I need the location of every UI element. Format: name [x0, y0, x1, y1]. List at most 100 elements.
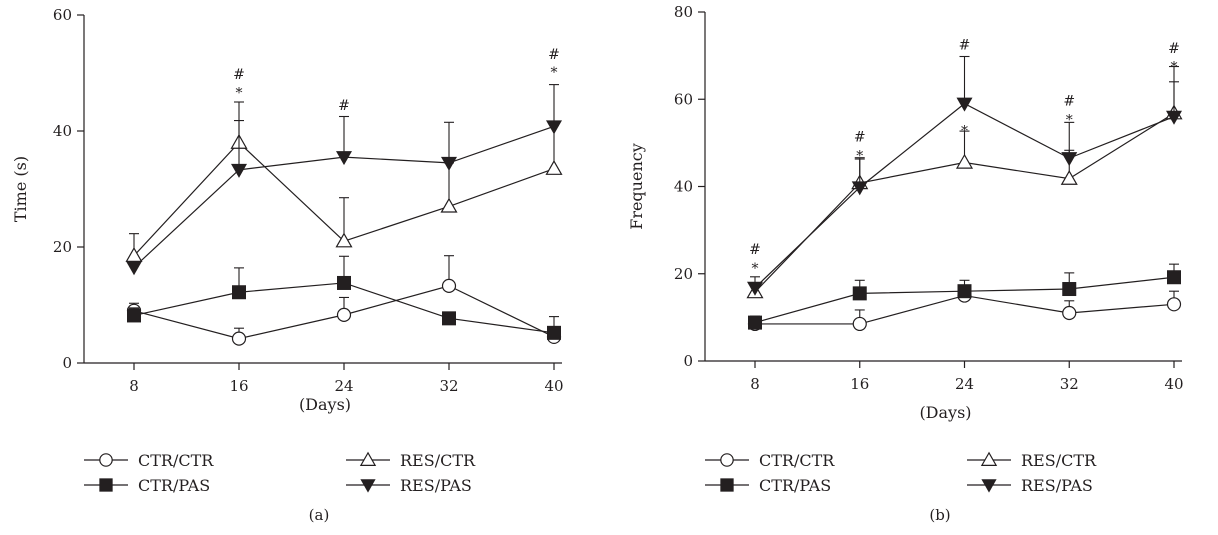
y-tick-label: 40 — [53, 122, 72, 140]
data-point — [955, 153, 974, 169]
y-tick-label: 20 — [674, 265, 693, 283]
legend-marker — [720, 478, 734, 492]
y-tick-label: 80 — [674, 3, 693, 21]
data-point — [335, 232, 353, 248]
data-point — [1060, 169, 1078, 185]
x-axis-label: (Days) — [299, 395, 351, 414]
significance-star: * — [856, 149, 863, 165]
legend-label: CTR/CTR — [759, 451, 835, 470]
significance-star: * — [1066, 113, 1073, 129]
data-point — [232, 285, 246, 300]
legend-label: RES/CTR — [1021, 451, 1097, 470]
legend-label: CTR/CTR — [138, 451, 214, 470]
data-point — [957, 284, 972, 299]
significance-star: * — [752, 261, 759, 277]
significance-star: * — [236, 86, 243, 102]
legend-label: RES/CTR — [400, 451, 476, 470]
x-tick-label: 32 — [1060, 375, 1079, 393]
data-point — [337, 275, 351, 290]
data-point — [231, 331, 247, 346]
data-point — [1061, 152, 1078, 167]
legend-label: CTR/PAS — [759, 476, 831, 495]
y-tick-label: 0 — [62, 354, 72, 372]
data-point — [1062, 282, 1077, 297]
data-point — [748, 315, 762, 330]
data-point — [336, 307, 352, 322]
legend-label: RES/PAS — [1021, 476, 1093, 495]
significance-hash: # — [749, 242, 761, 258]
legend-entry — [84, 478, 128, 492]
significance-hash: # — [1063, 94, 1075, 110]
data-point — [441, 278, 457, 293]
significance-star: * — [551, 65, 558, 81]
data-point — [440, 197, 458, 213]
data-point — [852, 286, 867, 301]
panel-label: (a) — [309, 506, 330, 524]
legend-label: CTR/PAS — [138, 476, 210, 495]
legend-entry — [967, 479, 1011, 493]
data-point — [852, 316, 867, 332]
data-point — [1166, 297, 1182, 312]
data-point — [1167, 270, 1181, 285]
legend-marker — [981, 479, 997, 493]
data-point — [546, 120, 562, 135]
legend-entry — [967, 451, 1011, 466]
x-tick-label: 40 — [544, 377, 563, 395]
series-ctr-pas — [127, 255, 561, 340]
significance-hash: # — [548, 47, 560, 63]
series-res-pas — [747, 55, 1182, 296]
panel-a — [77, 14, 563, 493]
data-point — [126, 261, 142, 276]
x-tick-label: 24 — [334, 377, 353, 395]
x-axis-label: (Days) — [919, 403, 971, 422]
x-tick-label: 24 — [955, 375, 974, 393]
series-res-ctr — [746, 81, 1183, 299]
y-tick-label: 60 — [674, 90, 693, 108]
significance-hash: # — [854, 129, 866, 145]
legend-marker — [99, 453, 113, 467]
panel-label: (b) — [929, 506, 950, 524]
x-tick-label: 8 — [129, 377, 139, 395]
data-point — [545, 159, 563, 175]
significance-star: * — [961, 123, 968, 139]
legend-entry — [346, 479, 390, 493]
x-tick-label: 16 — [229, 377, 248, 395]
y-tick-label: 20 — [53, 238, 72, 256]
data-point — [336, 151, 352, 166]
y-tick-label: 60 — [53, 6, 72, 24]
y-axis-label: Time (s) — [11, 156, 30, 222]
legend-marker — [359, 451, 377, 466]
y-tick-label: 40 — [674, 178, 693, 196]
significance-star: * — [1171, 59, 1178, 75]
significance-hash: # — [233, 67, 245, 83]
data-point — [747, 281, 763, 296]
legend-marker — [99, 478, 113, 492]
data-point — [956, 97, 973, 112]
data-point — [851, 181, 868, 196]
legend-marker — [360, 479, 376, 493]
data-point — [127, 308, 141, 323]
legend-entry — [705, 453, 749, 467]
data-point — [442, 311, 456, 326]
legend-entry — [705, 478, 749, 492]
significance-hash: # — [959, 38, 971, 54]
legend-entry — [84, 453, 128, 467]
x-tick-label: 8 — [750, 375, 760, 393]
series-ctr-pas — [748, 263, 1181, 330]
series-res-pas — [126, 84, 562, 276]
x-tick-label: 32 — [439, 377, 458, 395]
data-point — [1062, 305, 1077, 321]
legend-marker — [720, 453, 734, 467]
x-tick-label: 16 — [850, 375, 869, 393]
legend-entry — [346, 451, 390, 466]
significance-hash: # — [338, 98, 350, 114]
significance-hash: # — [1168, 41, 1180, 57]
data-point — [1166, 110, 1182, 125]
panel-b — [698, 11, 1183, 493]
data-point — [441, 156, 457, 171]
legend-marker — [980, 451, 998, 466]
y-tick-label: 0 — [683, 352, 693, 370]
y-axis-label: Frequency — [627, 143, 646, 230]
data-point — [547, 325, 561, 340]
